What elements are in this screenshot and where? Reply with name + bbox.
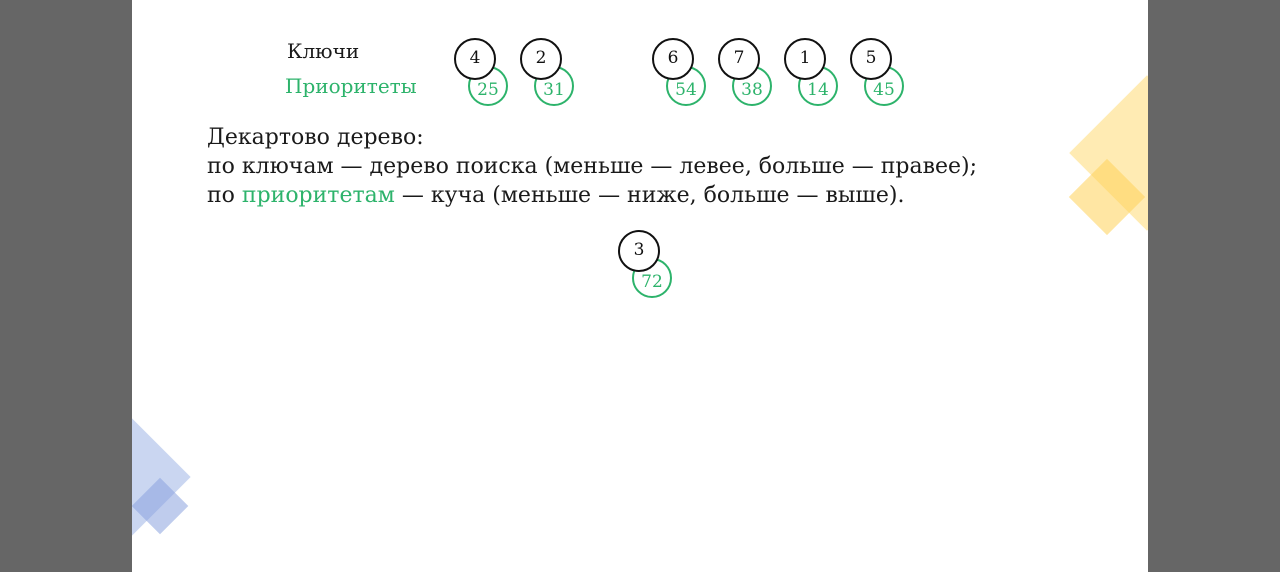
tree-node: 14 1 bbox=[784, 38, 844, 118]
line3-prefix: по bbox=[207, 183, 242, 208]
description-heading: Декартово дерево: bbox=[207, 125, 424, 150]
node-key: 4 bbox=[454, 38, 496, 80]
tree-node: 25 4 bbox=[454, 38, 514, 118]
description-priorities-line: по приоритетам — куча (меньше — ниже, бо… bbox=[207, 183, 904, 208]
priorities-highlight: приоритетам bbox=[241, 183, 395, 208]
priorities-label: Приоритеты bbox=[285, 74, 417, 98]
new-tree-node: 72 3 bbox=[618, 230, 678, 310]
node-key: 7 bbox=[718, 38, 760, 80]
node-key: 6 bbox=[652, 38, 694, 80]
tree-node: 31 2 bbox=[520, 38, 580, 118]
description-keys-line: по ключам — дерево поиска (меньше — леве… bbox=[207, 154, 977, 179]
line3-suffix: — куча (меньше — ниже, больше — выше). bbox=[394, 183, 905, 208]
tree-node: 38 7 bbox=[718, 38, 778, 118]
keys-label: Ключи bbox=[287, 39, 360, 63]
slide: Ключи Приоритеты 25 4 31 2 54 6 38 7 14 … bbox=[132, 0, 1148, 572]
node-key: 5 bbox=[850, 38, 892, 80]
tree-node: 54 6 bbox=[652, 38, 712, 118]
node-key: 3 bbox=[618, 230, 660, 272]
tree-node: 45 5 bbox=[850, 38, 910, 118]
node-key: 1 bbox=[784, 38, 826, 80]
node-key: 2 bbox=[520, 38, 562, 80]
